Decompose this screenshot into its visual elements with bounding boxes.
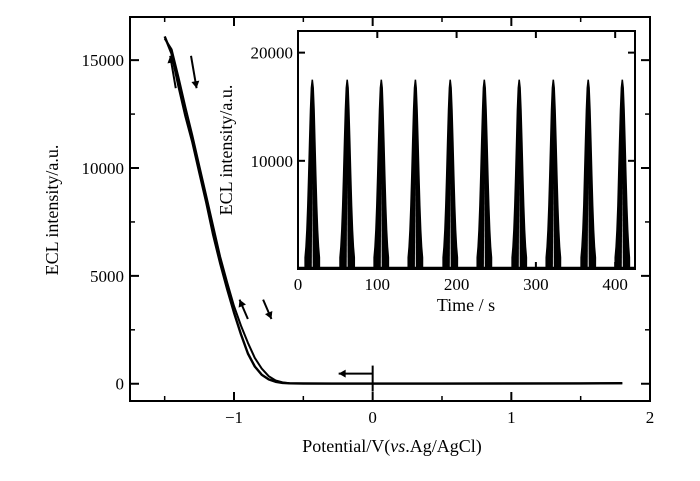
scan-arrow-low-up-head — [238, 299, 246, 308]
ecl-peak-inner — [311, 183, 313, 269]
inset-y-tick-label: 20000 — [251, 44, 294, 63]
ecl-peak — [304, 79, 321, 270]
ecl-peak — [442, 79, 459, 270]
inset-x-axis-title: Time / s — [437, 295, 495, 315]
x-tick-label: 2 — [646, 408, 655, 427]
ecl-peak-inner — [552, 183, 554, 269]
ecl-peak — [476, 79, 493, 270]
x-axis-title-tail: .Ag/AgCl) — [405, 436, 482, 457]
scan-arrow-low-down-head — [265, 311, 273, 320]
inset-plot-frame — [297, 30, 636, 270]
main-annotations — [167, 55, 374, 392]
cv-scan-line — [163, 38, 623, 385]
start-arrow-left-head — [338, 369, 346, 378]
ecl-peak — [614, 79, 631, 270]
y-axis-title: ECL intensity/a.u. — [42, 145, 62, 276]
scan-arrow-down-head — [191, 80, 200, 89]
inset-y-tick-label: 10000 — [251, 152, 294, 171]
ecl-peak-inner — [483, 183, 485, 269]
ecl-peak-inner — [346, 183, 348, 269]
x-tick-label: 0 — [368, 408, 377, 427]
ecl-peak-inner — [380, 183, 382, 269]
ecl-peak-inner — [587, 183, 589, 269]
ecl-peak-inner — [414, 183, 416, 269]
x-tick-label: 1 — [507, 408, 516, 427]
ecl-peak-inner — [621, 183, 623, 269]
scan-arrow-up-head — [167, 55, 176, 64]
inset-x-tick-label: 0 — [294, 275, 303, 294]
scan-arrow-low-up — [238, 299, 249, 320]
inset-x-tick-label: 200 — [444, 275, 470, 294]
x-axis-title: Potential/V(vs.Ag/AgCl) — [302, 436, 482, 457]
ecl-peak — [373, 79, 390, 270]
x-axis-title-main: Potential/V( — [302, 436, 390, 457]
main-plot-frame — [129, 16, 651, 402]
main-ticks: −1 0 1 2 0 5000 10000 15000 — [82, 17, 655, 427]
ecl-peak — [407, 79, 424, 270]
inset-series — [298, 79, 635, 270]
ecl-peak — [339, 79, 356, 270]
inset-x-tick-label: 100 — [365, 275, 391, 294]
ecl-peak — [545, 79, 562, 270]
main-series — [163, 35, 623, 385]
ecl-peak-inner — [518, 183, 520, 269]
scan-arrow-low-down — [262, 299, 273, 320]
ecl-peak — [511, 79, 528, 270]
y-tick-label: 10000 — [82, 159, 125, 178]
inset-ticks: 0 100 200 300 400 10000 20000 — [251, 31, 635, 294]
y-tick-label: 15000 — [82, 51, 125, 70]
inset-y-axis-title: ECL intensity/a.u. — [216, 85, 236, 216]
inset-x-tick-label: 400 — [602, 275, 628, 294]
y-tick-label: 0 — [116, 375, 125, 394]
y-tick-label: 5000 — [90, 267, 124, 286]
x-axis-title-italic: vs — [390, 436, 405, 456]
scan-arrow-down — [190, 55, 200, 89]
inset-x-tick-label: 300 — [523, 275, 549, 294]
scan-arrow-up — [167, 55, 177, 89]
ecl-peak-inner — [449, 183, 451, 269]
start-arrow-left — [338, 369, 373, 378]
x-tick-label: −1 — [225, 408, 243, 427]
ecl-peak — [580, 79, 597, 270]
